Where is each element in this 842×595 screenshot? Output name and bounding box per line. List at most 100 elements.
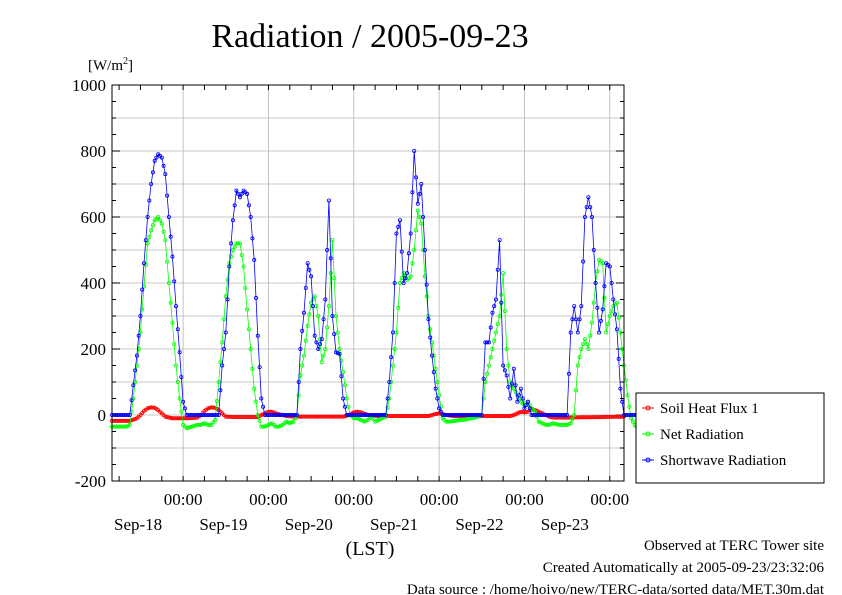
data-point — [381, 412, 386, 417]
data-point — [237, 414, 242, 419]
x-axis: 00:00Sep-1800:00Sep-1900:00Sep-2000:00Se… — [114, 85, 629, 534]
data-point — [191, 423, 196, 428]
data-point — [310, 304, 315, 309]
data-point — [429, 353, 434, 358]
data-point — [245, 307, 250, 312]
data-point — [252, 257, 257, 262]
x-tick-time-label: 00:00 — [334, 490, 373, 509]
data-point — [426, 317, 431, 322]
data-point — [590, 415, 595, 420]
data-point — [159, 221, 164, 226]
x-tick-time-label: 00:00 — [164, 490, 203, 509]
y-axis-unit-close: ] — [128, 58, 133, 74]
data-point — [193, 415, 198, 420]
data-point — [332, 332, 337, 337]
data-point — [221, 317, 226, 322]
data-point — [493, 330, 498, 335]
data-point — [234, 241, 239, 246]
data-point — [522, 410, 527, 415]
data-point — [143, 238, 148, 243]
data-point — [211, 405, 216, 410]
data-point — [255, 412, 260, 417]
data-point — [590, 214, 595, 219]
data-point — [509, 381, 514, 386]
y-tick-label: 600 — [81, 208, 107, 227]
data-point — [394, 231, 399, 236]
data-point — [216, 379, 221, 384]
data-point — [410, 261, 415, 266]
data-point — [261, 404, 266, 409]
data-point — [229, 254, 234, 259]
data-point — [568, 330, 573, 335]
data-point — [250, 366, 255, 371]
data-point — [406, 251, 411, 256]
data-point — [319, 337, 324, 342]
data-point — [157, 218, 162, 223]
data-point — [479, 412, 484, 417]
data-point — [300, 328, 305, 333]
data-point — [419, 181, 424, 186]
data-point — [161, 229, 166, 234]
data-point — [325, 247, 330, 252]
data-point — [565, 415, 570, 420]
data-point — [506, 384, 511, 389]
data-point — [165, 193, 170, 198]
data-point — [141, 261, 146, 266]
data-point — [241, 264, 246, 269]
x-tick-date-label: Sep-21 — [370, 515, 418, 534]
data-point — [321, 353, 326, 358]
data-point — [463, 417, 468, 422]
data-point — [415, 208, 420, 213]
data-point — [591, 300, 596, 305]
data-point — [616, 315, 621, 320]
data-point — [163, 414, 168, 419]
data-point — [520, 396, 525, 401]
data-point — [618, 414, 623, 419]
data-point — [417, 191, 422, 196]
y-tick-label: 400 — [81, 274, 107, 293]
data-point — [237, 241, 242, 246]
data-point — [129, 398, 134, 403]
data-point — [410, 190, 415, 195]
data-point — [220, 340, 225, 345]
data-point — [307, 312, 312, 317]
plot-frame — [111, 84, 625, 482]
data-point — [332, 276, 337, 281]
data-point — [221, 346, 226, 351]
data-point — [227, 264, 232, 269]
data-point — [245, 191, 250, 196]
data-point — [389, 355, 394, 360]
data-point — [214, 398, 219, 403]
data-point — [163, 172, 168, 177]
data-point — [582, 214, 587, 219]
data-point — [422, 247, 427, 252]
data-point — [504, 346, 509, 351]
data-point — [234, 414, 239, 419]
data-point — [428, 327, 433, 332]
data-point — [501, 363, 506, 368]
data-point — [337, 346, 342, 351]
data-point — [133, 416, 138, 421]
data-point — [517, 393, 522, 398]
data-point — [405, 271, 410, 276]
data-point — [147, 234, 152, 239]
x-tick-time-label: 00:00 — [505, 490, 544, 509]
data-point — [453, 418, 458, 423]
data-point — [433, 366, 438, 371]
data-point — [461, 417, 466, 422]
x-tick-date-label: Sep-20 — [285, 515, 333, 534]
data-point — [609, 280, 614, 285]
data-point — [499, 300, 504, 305]
data-point — [602, 414, 607, 419]
data-point — [177, 396, 182, 401]
data-point — [588, 333, 593, 338]
data-point — [317, 342, 322, 347]
x-tick-date-label: Sep-23 — [541, 515, 589, 534]
data-point — [335, 330, 340, 335]
data-point — [421, 214, 426, 219]
legend-label: Soil Heat Flux 1 — [660, 401, 759, 417]
data-point — [253, 399, 258, 404]
data-point — [127, 422, 132, 427]
data-point — [250, 236, 255, 241]
